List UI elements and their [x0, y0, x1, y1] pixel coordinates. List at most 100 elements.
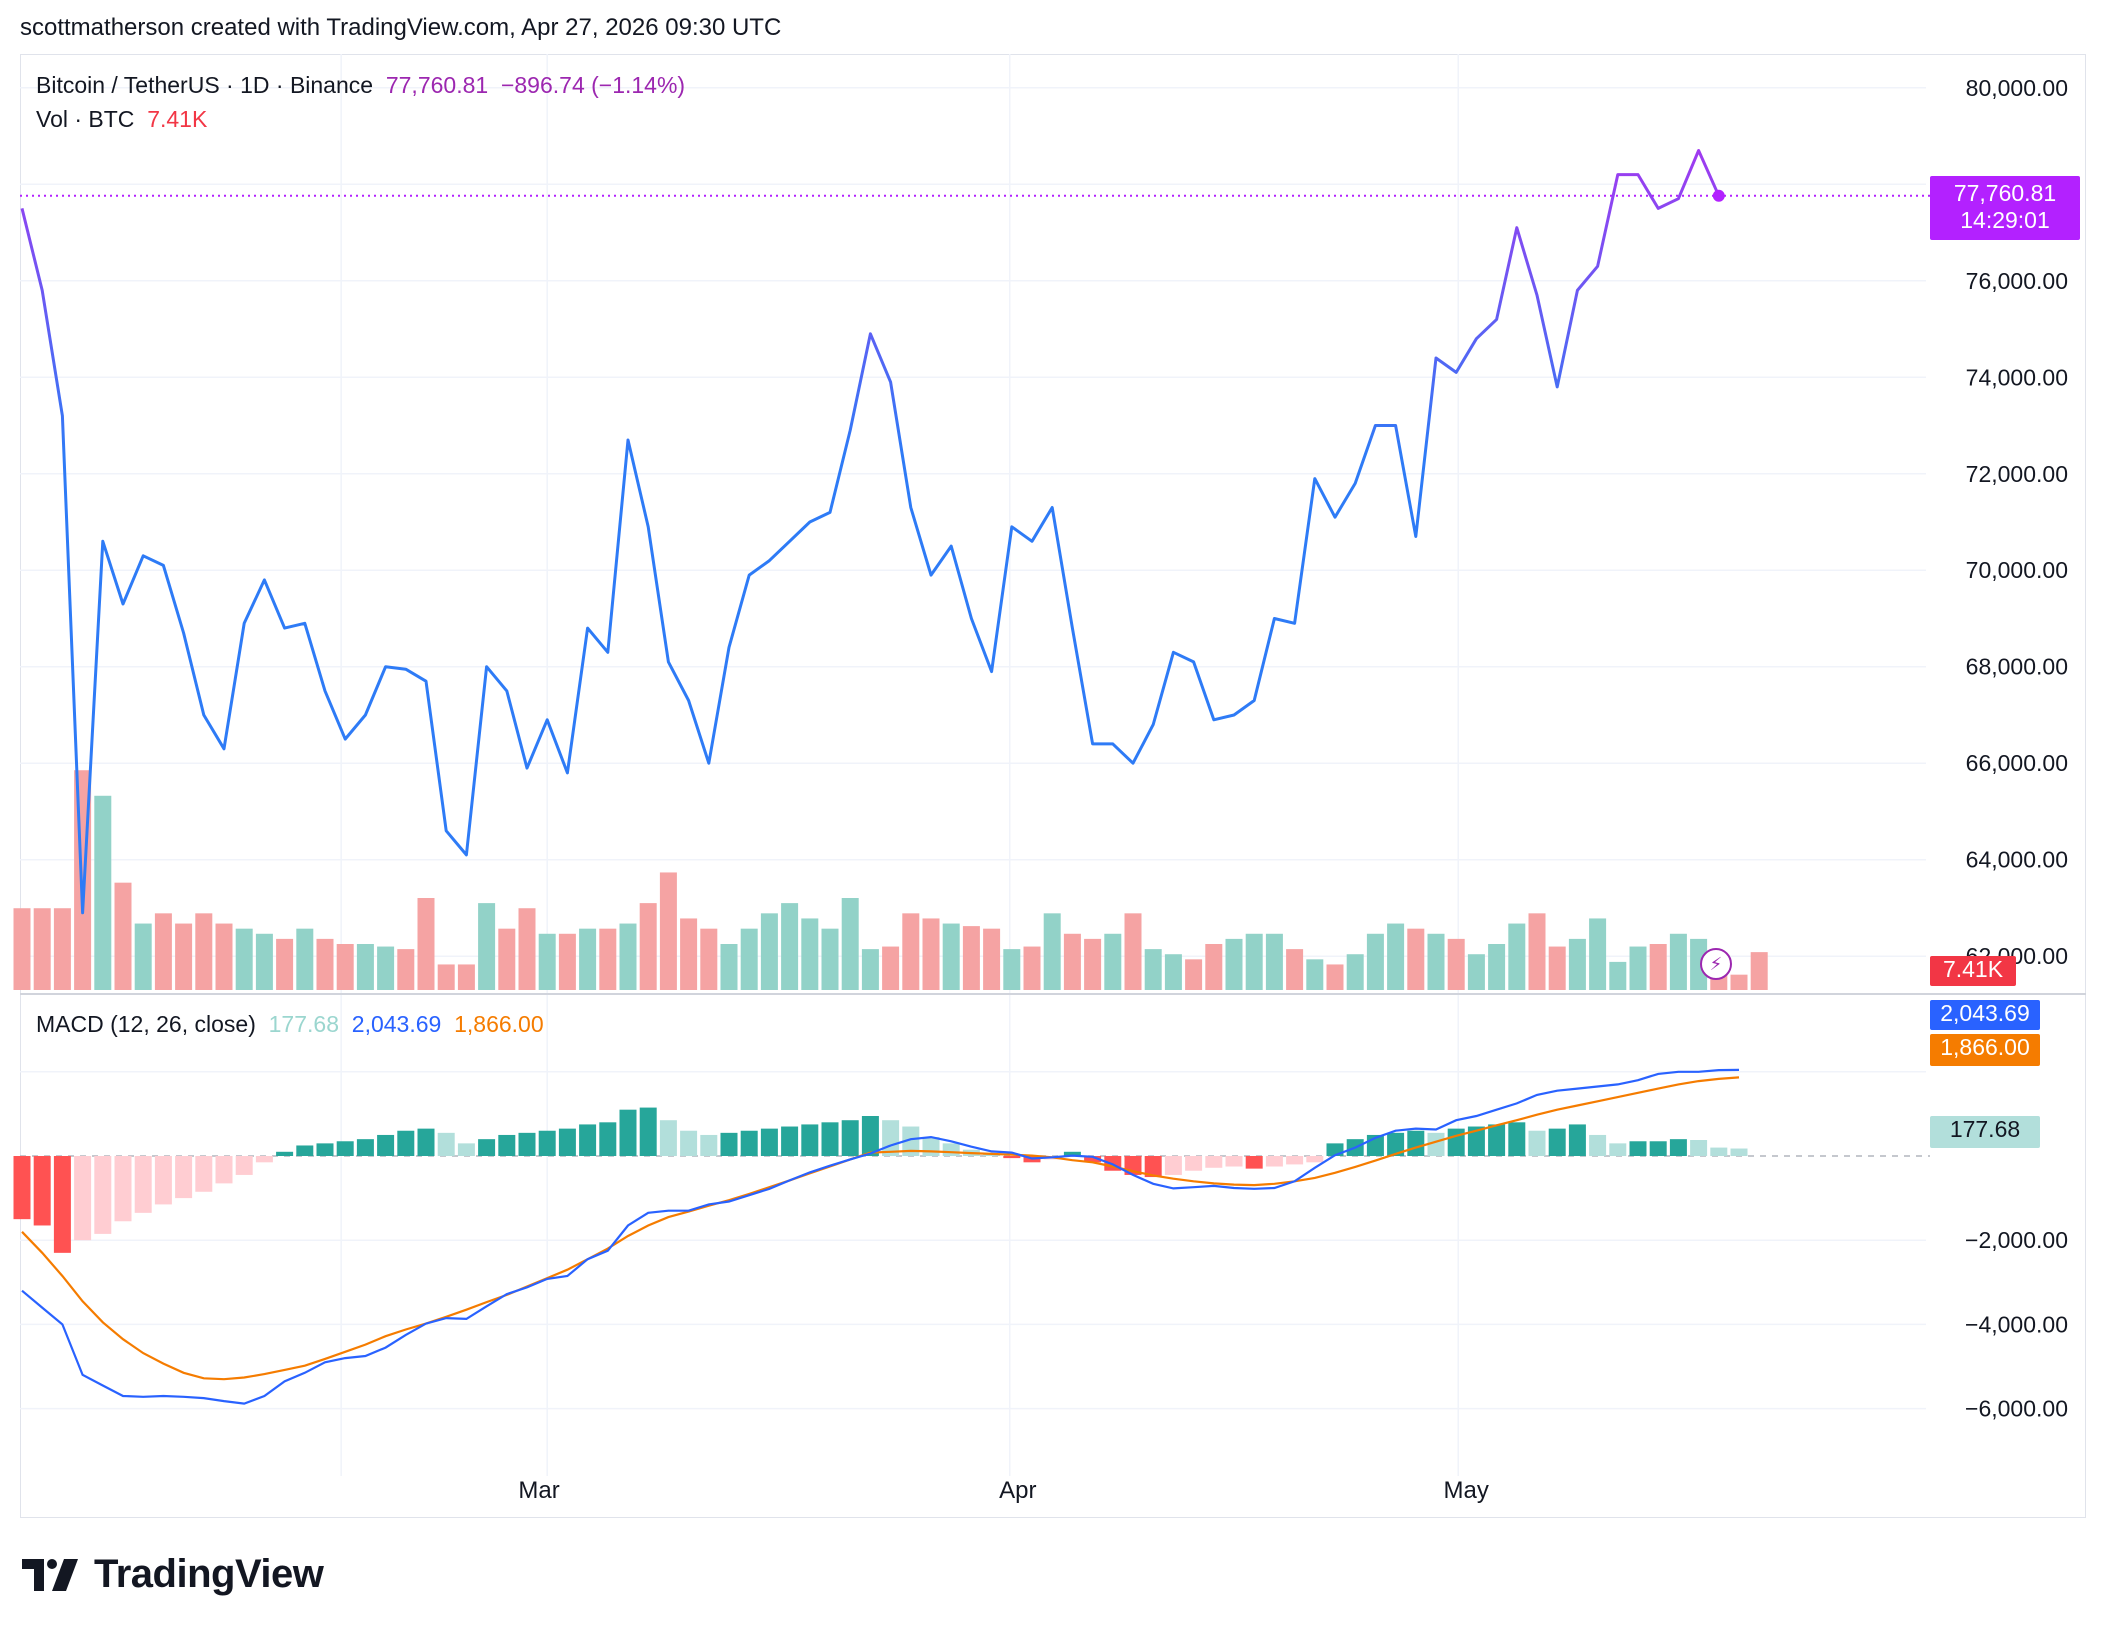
macd-histogram-bar — [821, 1122, 839, 1156]
macd-histogram-bar — [1690, 1140, 1708, 1156]
symbol-label[interactable]: Bitcoin / TetherUS · 1D · Binance — [36, 72, 374, 98]
volume-bar — [1306, 959, 1324, 990]
macd-histogram-bar — [720, 1132, 738, 1156]
volume-bar — [1265, 933, 1283, 990]
signal-line — [21, 1076, 1740, 1381]
price-line — [20, 149, 1721, 915]
macd-histogram-bar — [619, 1109, 637, 1156]
lightning-icon[interactable]: ⚡ — [1700, 948, 1732, 980]
volume-bar — [1750, 952, 1768, 990]
macd-histogram-bar — [1710, 1147, 1728, 1156]
last-price-tag: 77,760.81 14:29:01 — [1930, 176, 2080, 240]
price-axis: 62,000.0064,000.0066,000.0068,000.0070,0… — [1966, 75, 2068, 969]
macd-histogram-bar — [1649, 1141, 1667, 1156]
volume-bar — [1043, 913, 1061, 990]
volume-bar — [1730, 974, 1748, 990]
macd-histogram-bar — [1387, 1132, 1405, 1156]
volume-bar — [1467, 954, 1485, 990]
volume-bar — [53, 908, 71, 990]
macd-legend: MACD (12, 26, close) 177.68 2,043.69 1,8… — [36, 1011, 544, 1038]
macd-histogram-bar — [33, 1156, 51, 1226]
volume-bar — [1003, 949, 1021, 990]
macd-histogram-bar — [680, 1130, 698, 1156]
volume-bar — [1023, 946, 1041, 990]
macd-histogram-bar — [215, 1156, 233, 1184]
volume-bar — [1447, 938, 1465, 990]
volume-bars — [13, 770, 1768, 990]
macd-histogram-bar — [498, 1134, 516, 1156]
countdown-tag-value: 14:29:01 — [1960, 207, 2050, 233]
macd-lines — [21, 1068, 1740, 1405]
macd-histogram-bar — [397, 1130, 415, 1156]
volume-label[interactable]: Vol · BTC — [36, 106, 135, 132]
volume-bar — [558, 933, 576, 990]
macd-histogram-bar — [457, 1143, 475, 1156]
price-legend: Bitcoin / TetherUS · 1D · Binance 77,760… — [36, 72, 685, 99]
volume-bar — [841, 898, 859, 990]
volume-bar — [1508, 923, 1526, 990]
chart-frame[interactable] — [20, 54, 2086, 1518]
macd-histogram-bar — [356, 1139, 374, 1156]
tradingview-logo: TradingView — [22, 1552, 324, 1597]
volume-bar — [316, 938, 334, 990]
macd-histogram-bar — [740, 1130, 758, 1156]
volume-bar — [1225, 938, 1243, 990]
volume-bar — [740, 928, 758, 990]
macd-histogram-bar — [1407, 1130, 1425, 1156]
volume-bar — [13, 908, 31, 990]
macd-label[interactable]: MACD (12, 26, close) — [36, 1011, 256, 1037]
volume-bar — [94, 795, 112, 990]
macd-histogram-bar — [700, 1134, 718, 1156]
macd-histogram-bar — [296, 1145, 314, 1156]
volume-bar — [902, 913, 920, 990]
last-price-tag-value: 77,760.81 — [1953, 180, 2057, 206]
macd-histogram-bar — [781, 1126, 799, 1156]
macd-histogram-bar — [518, 1132, 536, 1156]
volume-bar — [457, 964, 475, 990]
volume-bar — [1245, 933, 1263, 990]
volume-bar — [700, 928, 718, 990]
volume-bar — [134, 923, 152, 990]
volume-bar — [235, 928, 253, 990]
macd-line-tag: 2,043.69 — [1930, 1000, 2040, 1030]
volume-bar — [417, 898, 435, 990]
volume-bar — [175, 923, 193, 990]
volume-bar — [377, 946, 395, 990]
volume-bar — [639, 903, 657, 990]
volume-bar — [1346, 954, 1364, 990]
macd-histogram-bar — [1306, 1156, 1324, 1163]
volume-bar — [518, 908, 536, 990]
macd-histogram-bar — [599, 1122, 617, 1156]
volume-bar — [720, 944, 738, 990]
volume-bar — [195, 913, 213, 990]
volume-bar — [255, 933, 273, 990]
macd-line-value: 2,043.69 — [351, 1011, 442, 1037]
macd-histogram-bar — [579, 1124, 597, 1156]
macd-histogram-bar — [1508, 1122, 1526, 1156]
macd-histogram-bar — [1164, 1156, 1182, 1175]
macd-histogram-bar — [1205, 1156, 1223, 1168]
macd-histogram-bar — [377, 1134, 395, 1156]
price-tick-label: 76,000.00 — [1966, 268, 2068, 294]
volume-bar — [619, 923, 637, 990]
macd-histogram-bar — [942, 1143, 960, 1156]
macd-tick-label: −2,000.00 — [1965, 1227, 2068, 1253]
last-price-dot — [1712, 189, 1725, 202]
volume-bar — [680, 918, 698, 990]
macd-histogram-bar — [1084, 1156, 1102, 1163]
macd-histogram-bar — [1548, 1128, 1566, 1156]
volume-bar — [1407, 928, 1425, 990]
macd-histogram-bar — [1568, 1124, 1586, 1156]
volume-bar — [1326, 964, 1344, 990]
volume-bar — [114, 882, 132, 990]
price-tick-label: 70,000.00 — [1966, 557, 2068, 583]
price-tick-label: 66,000.00 — [1966, 750, 2068, 776]
macd-histogram-bar — [316, 1143, 334, 1156]
macd-histogram-bar — [1589, 1134, 1607, 1156]
macd-histogram-bar — [53, 1156, 71, 1253]
grid — [20, 54, 2086, 1476]
macd-line — [21, 1068, 1740, 1405]
macd-histogram-bar — [801, 1124, 819, 1156]
volume-bar — [1609, 961, 1627, 990]
